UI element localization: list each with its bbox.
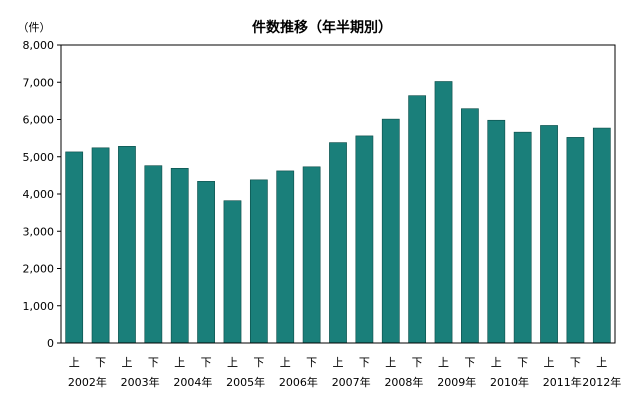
chart-title: 件数推移（年半期別） (252, 19, 392, 36)
x-half-label: 上 (333, 356, 344, 369)
x-half-label: 上 (491, 356, 502, 369)
bar (408, 95, 427, 344)
y-tick-label: 5,000 (23, 151, 55, 164)
x-year-label: 2011年 (543, 375, 582, 389)
bar (461, 108, 479, 344)
y-tick-label: 6,000 (23, 114, 55, 127)
y-tick-label: 0 (47, 337, 54, 350)
bar (566, 137, 585, 344)
bar (487, 119, 506, 344)
bar (118, 146, 136, 344)
bar (197, 181, 215, 344)
x-half-label: 上 (227, 356, 238, 369)
x-half-label: 下 (306, 356, 317, 369)
axes (60, 44, 616, 344)
x-half-label: 下 (570, 356, 581, 369)
x-half-label: 上 (121, 356, 132, 369)
x-year-label: 2005年 (226, 375, 265, 389)
bar (355, 135, 374, 344)
bar (144, 165, 163, 344)
x-half-label: 下 (253, 356, 264, 369)
bar (249, 179, 268, 344)
x-year-label: 2008年 (384, 375, 423, 389)
x-year-label: 2006年 (279, 375, 318, 389)
x-half-label: 上 (174, 356, 185, 369)
bar (592, 127, 611, 344)
bar (329, 142, 347, 344)
y-axis-ticks: 0 1,000 2,000 3,000 4,000 5,000 6,000 7,000 8,00… (23, 39, 61, 350)
x-half-label: 下 (201, 356, 212, 369)
x-half-label: 上 (69, 356, 80, 369)
bar-series (65, 81, 611, 344)
y-tick-label: 4,000 (23, 188, 55, 201)
x-half-label: 下 (517, 356, 528, 369)
y-tick-label: 1,000 (23, 300, 55, 313)
bar (434, 81, 453, 344)
x-year-label: 2012年 (582, 375, 621, 389)
y-tick-label: 2,000 (23, 263, 55, 276)
bar (513, 131, 532, 344)
y-tick-label: 7,000 (23, 76, 55, 89)
bar (65, 151, 84, 344)
bar (302, 166, 321, 344)
x-year-label: 2007年 (332, 375, 371, 389)
bar (170, 167, 189, 344)
y-tick-label: 8,000 (23, 39, 55, 52)
x-half-label: 下 (148, 356, 159, 369)
bar (381, 118, 400, 344)
x-half-label: 下 (95, 356, 106, 369)
x-year-label: 2004年 (173, 375, 212, 389)
x-half-label: 上 (280, 356, 291, 369)
x-half-label: 上 (544, 356, 555, 369)
x-year-label: 2003年 (121, 375, 160, 389)
x-half-label: 上 (385, 356, 396, 369)
x-half-label: 下 (464, 356, 475, 369)
x-year-label: 2009年 (437, 375, 476, 389)
x-half-label: 上 (596, 356, 607, 369)
x-year-label: 2010年 (490, 375, 529, 389)
bar (223, 200, 242, 344)
x-axis-year-labels: 2002年 2003年 2004年 2005年 2006年 2007年 2008年 2009年… (68, 375, 621, 389)
y-unit-label: （件） (18, 21, 51, 34)
x-year-label: 2002年 (68, 375, 107, 389)
x-axis-half-labels: 上下上下上下上下上下上下上下上下上下上下上 (69, 356, 608, 369)
x-half-label: 下 (412, 356, 423, 369)
bar (276, 170, 295, 344)
x-half-label: 上 (438, 356, 449, 369)
plot-frame (60, 44, 616, 344)
x-half-label: 下 (359, 356, 370, 369)
y-tick-label: 3,000 (23, 225, 55, 238)
bar (540, 125, 558, 344)
bar (91, 147, 110, 344)
